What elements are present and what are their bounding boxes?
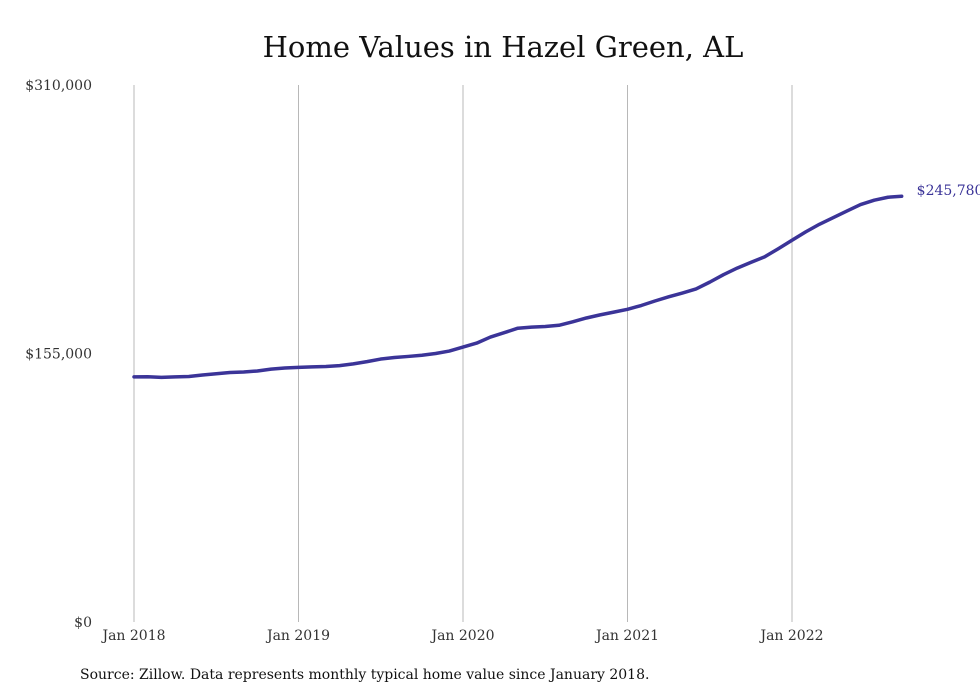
x-tick-label: Jan 2018 [100, 628, 165, 644]
x-axis-labels: Jan 2018 Jan 2019 Jan 2020 Jan 2021 Jan 2022 [100, 628, 823, 644]
gridlines [133, 85, 793, 622]
x-tick-label: Jan 2021 [594, 628, 659, 644]
source-note: Source: Zillow. Data represents monthly … [80, 667, 650, 683]
y-tick-label: $0 [74, 615, 92, 631]
y-tick-label: $155,000 [25, 347, 92, 363]
series-line [132, 194, 904, 380]
y-axis-labels: $0 $155,000 $310,000 [25, 78, 92, 631]
y-tick-label: $310,000 [25, 78, 92, 94]
chart-title: Home Values in Hazel Green, AL [262, 30, 744, 64]
x-tick-label: Jan 2020 [429, 628, 494, 644]
x-tick-label: Jan 2019 [265, 628, 330, 644]
x-tick-label: Jan 2022 [758, 628, 823, 644]
end-value-label: $245,780 [917, 183, 980, 199]
